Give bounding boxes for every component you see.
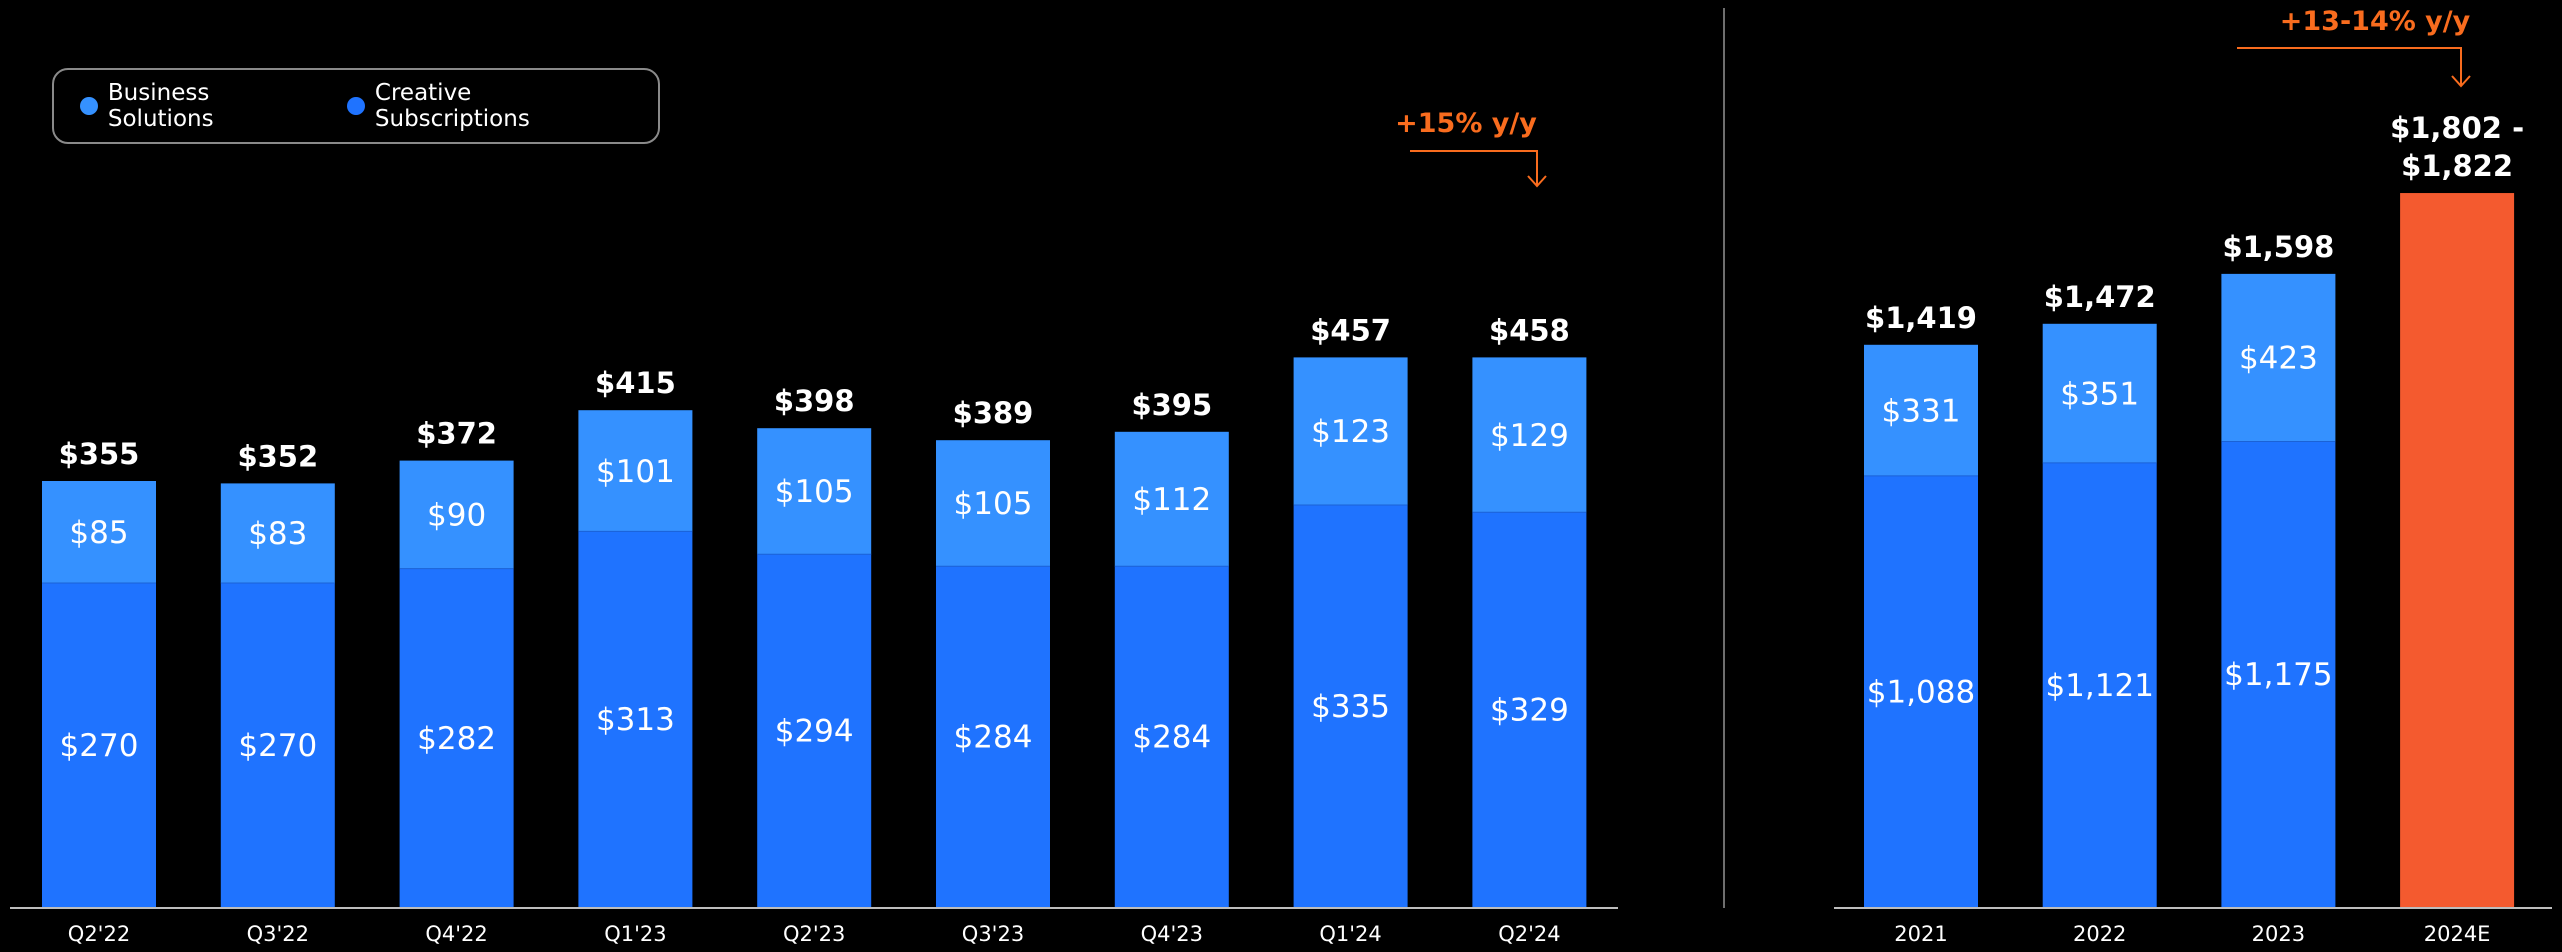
legend-swatch-business-solutions — [80, 97, 98, 115]
total-label-q3-23: $389 — [953, 396, 1034, 430]
x-tick-label-2021: 2021 — [1894, 922, 1947, 946]
data-label-creative-2023: $1,175 — [2224, 657, 2332, 693]
growth-arrow-quarterly-line — [1410, 150, 1538, 186]
growth-annotation-quarterly: +15% y/y — [1395, 108, 1537, 139]
bar-creative-q3-23 — [936, 566, 1050, 907]
bar-forecast-2024e — [2400, 193, 2515, 907]
bar-creative-2021 — [1864, 475, 1978, 907]
data-label-creative-q2-22: $270 — [60, 728, 139, 764]
total-label-2021: $1,419 — [1865, 301, 1977, 335]
total-label-q4-23: $395 — [1131, 388, 1212, 422]
legend-label-business-solutions: Business Solutions — [107, 80, 214, 132]
bar-creative-q1-23 — [578, 531, 693, 907]
growth-arrow-quarterly-head — [1527, 175, 1547, 188]
data-label-creative-q2-24: $329 — [1490, 693, 1569, 729]
total-label-q1-24: $457 — [1310, 313, 1391, 347]
x-tick-label-q2-24: Q2'24 — [1498, 922, 1560, 946]
legend-label-creative-subscriptions: Creative Subscriptions — [374, 80, 530, 132]
bar-business-q2-22 — [42, 481, 156, 583]
bar-creative-q1-24 — [1293, 505, 1408, 907]
data-label-business-q3-23: $105 — [954, 486, 1033, 522]
bar-business-q3-22 — [220, 483, 335, 583]
bar-creative-2022 — [2042, 462, 2157, 907]
growth-annotation-annual: +13-14% y/y — [2280, 6, 2471, 37]
x-tick-label-2024e: 2024E — [2424, 922, 2491, 946]
x-tick-label-q4-22: Q4'22 — [425, 922, 487, 946]
bar-business-q4-23 — [1114, 431, 1229, 567]
x-tick-label-q2-23: Q2'23 — [783, 922, 845, 946]
total-label-2023: $1,598 — [2222, 230, 2334, 264]
data-label-creative-2022: $1,121 — [2045, 668, 2153, 704]
data-label-business-q4-23: $112 — [1132, 482, 1211, 518]
bar-creative-q3-22 — [220, 583, 335, 907]
forecast-label-line1: $1,802 - — [2390, 111, 2524, 145]
bar-creative-q2-22 — [42, 583, 156, 907]
x-tick-label-2022: 2022 — [2073, 922, 2126, 946]
bar-business-q1-24 — [1293, 357, 1408, 505]
bar-business-q3-23 — [936, 440, 1050, 567]
bar-creative-q4-23 — [1114, 566, 1229, 907]
legend-item-creative-subscriptions: Creative Subscriptions — [347, 80, 632, 132]
data-label-business-q1-24: $123 — [1311, 414, 1390, 450]
bar-creative-2023 — [2221, 441, 2336, 907]
x-tick-label-q2-22: Q2'22 — [68, 922, 130, 946]
data-label-business-q4-22: $90 — [427, 498, 486, 534]
data-label-business-2023: $423 — [2239, 341, 2318, 377]
total-label-2022: $1,472 — [2044, 280, 2156, 314]
bar-creative-q2-23 — [757, 554, 872, 907]
total-label-q4-22: $372 — [416, 417, 497, 451]
total-label-q2-22: $355 — [59, 437, 140, 471]
x-tick-label-q4-23: Q4'23 — [1141, 922, 1203, 946]
data-label-business-q1-23: $101 — [596, 454, 675, 490]
legend-swatch-creative-subscriptions — [347, 97, 365, 115]
bar-business-2023 — [2221, 273, 2336, 442]
bar-business-q1-23 — [578, 410, 693, 532]
data-label-creative-q1-24: $335 — [1311, 689, 1390, 725]
chart-legend: Business Solutions Creative Subscription… — [52, 68, 660, 144]
bar-creative-q4-22 — [399, 568, 514, 907]
bar-business-q4-22 — [399, 460, 514, 569]
data-label-business-2022: $351 — [2060, 376, 2139, 412]
x-tick-label-q3-23: Q3'23 — [962, 922, 1024, 946]
bar-business-2022 — [2042, 323, 2157, 463]
data-label-creative-q2-23: $294 — [775, 714, 854, 750]
growth-arrow-annual-head — [2451, 75, 2471, 88]
data-label-business-q2-24: $129 — [1490, 418, 1569, 454]
total-label-q2-24: $458 — [1489, 313, 1570, 347]
chart-divider — [1723, 8, 1725, 908]
data-label-business-q3-22: $83 — [248, 516, 307, 552]
bar-business-q2-24 — [1472, 357, 1587, 513]
data-label-creative-q1-23: $313 — [596, 702, 675, 738]
data-label-creative-q4-23: $284 — [1132, 720, 1211, 756]
data-label-business-2021: $331 — [1882, 393, 1961, 429]
total-label-q3-22: $352 — [237, 439, 318, 473]
data-label-creative-2021: $1,088 — [1867, 674, 1975, 710]
bar-business-q2-23 — [757, 428, 872, 555]
data-label-business-q2-22: $85 — [69, 515, 128, 551]
growth-arrow-annual-line — [2237, 47, 2462, 86]
data-label-creative-q4-22: $282 — [417, 721, 496, 757]
data-label-creative-q3-23: $284 — [954, 720, 1033, 756]
x-tick-label-q1-23: Q1'23 — [604, 922, 666, 946]
data-label-creative-q3-22: $270 — [238, 728, 317, 764]
legend-item-business-solutions: Business Solutions — [80, 80, 321, 132]
bar-business-2021 — [1864, 344, 1978, 476]
x-tick-label-q3-22: Q3'22 — [247, 922, 309, 946]
total-label-q2-23: $398 — [774, 384, 855, 418]
data-label-business-q2-23: $105 — [775, 474, 854, 510]
x-tick-label-q1-24: Q1'24 — [1319, 922, 1381, 946]
forecast-label-line2: $1,822 — [2401, 149, 2513, 183]
x-tick-label-2023: 2023 — [2252, 922, 2305, 946]
total-label-q1-23: $415 — [595, 366, 676, 400]
bar-creative-q2-24 — [1472, 512, 1587, 907]
